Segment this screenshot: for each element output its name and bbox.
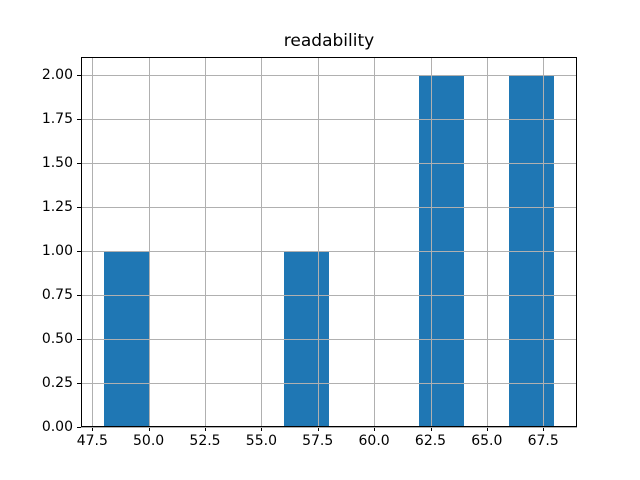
y-gridline: [81, 74, 577, 76]
y-tick-label: 0.25: [41, 375, 73, 391]
y-tick-mark: [77, 294, 81, 296]
y-tick-label: 0.00: [41, 419, 73, 435]
x-tick-label: 67.5: [527, 433, 559, 449]
y-gridline: [81, 250, 577, 252]
axes-spines: [81, 57, 577, 427]
y-gridline: [81, 118, 577, 120]
y-tick-label: 1.00: [41, 242, 73, 259]
x-tick-mark: [430, 427, 432, 431]
y-gridline: [81, 383, 577, 384]
x-tick-mark: [148, 427, 150, 431]
plot-area: [81, 57, 577, 428]
y-tick-mark: [77, 250, 81, 252]
x-gridline: [486, 57, 488, 427]
x-tick-mark: [486, 427, 488, 431]
x-gridline: [430, 57, 432, 427]
y-tick-label: 1.75: [41, 110, 73, 127]
x-tick-mark: [92, 427, 94, 431]
x-tick-label: 60.0: [358, 433, 390, 449]
x-gridline: [543, 57, 545, 427]
y-tick-mark: [77, 118, 81, 120]
y-tick-label: 1.50: [41, 154, 73, 171]
chart-title: readability: [283, 31, 375, 51]
x-tick-mark: [317, 427, 319, 431]
y-tick-label: 1.25: [41, 198, 73, 215]
x-gridline: [317, 57, 319, 427]
x-tick-label: 62.5: [414, 433, 447, 449]
x-tick-mark: [543, 427, 545, 431]
y-tick-mark: [77, 74, 81, 76]
y-gridline: [81, 162, 577, 164]
y-tick-label: 2.00: [41, 66, 73, 83]
y-gridline: [81, 206, 577, 208]
x-tick-label: 55.0: [245, 433, 277, 449]
y-tick-mark: [77, 427, 81, 428]
x-tick-mark: [205, 427, 206, 431]
y-gridline: [81, 294, 577, 296]
y-tick-mark: [77, 338, 81, 340]
x-gridline: [261, 57, 263, 427]
y-gridline: [81, 427, 577, 428]
y-tick-label: 0.50: [41, 330, 73, 347]
y-gridline: [81, 338, 577, 340]
x-gridline: [148, 57, 150, 427]
x-gridline: [205, 57, 206, 427]
y-tick-mark: [77, 162, 81, 164]
y-tick-mark: [77, 206, 81, 208]
x-gridline: [374, 57, 376, 427]
y-tick-mark: [77, 383, 81, 384]
x-gridline: [92, 57, 94, 427]
x-tick-label: 52.5: [189, 433, 221, 449]
x-tick-label: 65.0: [471, 433, 503, 449]
x-tick-label: 47.5: [76, 433, 108, 449]
y-tick-label: 0.75: [41, 286, 73, 303]
x-tick-mark: [261, 427, 263, 431]
x-tick-label: 57.5: [302, 433, 334, 449]
x-tick-label: 50.0: [133, 433, 165, 449]
x-tick-mark: [374, 427, 376, 431]
